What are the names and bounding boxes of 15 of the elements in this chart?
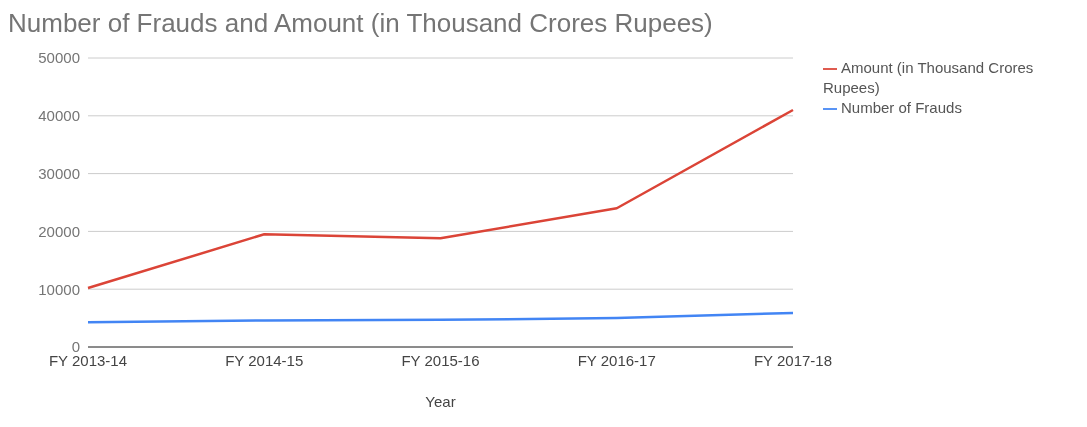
- legend-label: Amount (in Thousand Crores Rupees): [823, 59, 1034, 96]
- y-tick-label: 30000: [38, 164, 80, 182]
- line-series: [86, 311, 795, 324]
- y-tick-label: 10000: [38, 280, 80, 298]
- x-tick-label: FY 2016-17: [577, 351, 656, 369]
- x-tick-label: FY 2017-18: [753, 351, 833, 369]
- chart-title: Number of Frauds and Amount (in Thousand Crores Rupees): [8, 8, 714, 40]
- y-tick-label: 40000: [38, 107, 80, 125]
- line-series: [86, 108, 795, 290]
- y-tick-label: 20000: [38, 222, 80, 240]
- x-tick-label: FY 2014-15: [225, 351, 304, 369]
- y-tick-label: 50000: [38, 49, 80, 67]
- legend-label: Number of Frauds: [841, 99, 962, 116]
- x-axis-title: Year: [425, 393, 456, 410]
- x-tick-label: FY 2015-16: [401, 351, 480, 369]
